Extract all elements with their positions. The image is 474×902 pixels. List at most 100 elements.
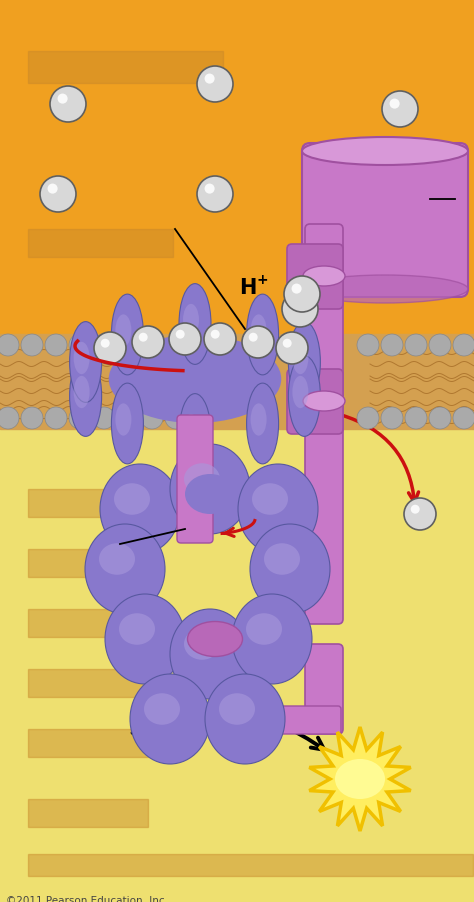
Circle shape (69, 408, 91, 429)
Ellipse shape (144, 694, 180, 725)
Ellipse shape (335, 759, 385, 799)
Circle shape (165, 408, 187, 429)
Circle shape (283, 339, 292, 348)
Circle shape (93, 335, 115, 356)
Circle shape (93, 408, 115, 429)
Ellipse shape (105, 594, 185, 685)
Ellipse shape (179, 284, 211, 365)
Ellipse shape (246, 613, 282, 645)
Circle shape (197, 177, 233, 213)
Circle shape (197, 67, 233, 103)
Circle shape (169, 324, 201, 355)
Circle shape (165, 335, 187, 356)
Ellipse shape (111, 383, 144, 465)
Circle shape (94, 333, 126, 364)
Ellipse shape (100, 465, 180, 555)
Ellipse shape (303, 267, 345, 287)
Ellipse shape (302, 138, 468, 166)
Circle shape (50, 87, 86, 123)
Circle shape (45, 408, 67, 429)
Text: +: + (256, 272, 268, 287)
Circle shape (204, 324, 236, 355)
Circle shape (100, 339, 109, 348)
Ellipse shape (73, 376, 90, 409)
Ellipse shape (115, 315, 131, 347)
Bar (28, 549, 148, 577)
Ellipse shape (170, 445, 250, 534)
Ellipse shape (70, 356, 101, 437)
Circle shape (141, 408, 163, 429)
Circle shape (141, 335, 163, 356)
Ellipse shape (219, 694, 255, 725)
Text: H: H (239, 278, 257, 298)
Circle shape (276, 333, 308, 364)
Ellipse shape (288, 322, 320, 403)
Ellipse shape (188, 621, 243, 657)
Bar (28, 610, 148, 638)
Ellipse shape (130, 675, 210, 764)
Ellipse shape (303, 391, 345, 411)
Ellipse shape (292, 376, 309, 409)
Circle shape (381, 335, 403, 356)
Text: ©2011 Pearson Education, Inc.: ©2011 Pearson Education, Inc. (6, 895, 168, 902)
Circle shape (292, 284, 301, 294)
Circle shape (381, 408, 403, 429)
FancyBboxPatch shape (305, 644, 343, 734)
Ellipse shape (251, 315, 266, 347)
Ellipse shape (183, 414, 199, 446)
Ellipse shape (114, 483, 150, 515)
Circle shape (21, 408, 43, 429)
Circle shape (390, 99, 400, 109)
Circle shape (211, 330, 219, 339)
Circle shape (282, 291, 318, 327)
Circle shape (284, 277, 320, 313)
Circle shape (139, 334, 148, 342)
Ellipse shape (252, 483, 288, 515)
Circle shape (205, 75, 215, 85)
Circle shape (45, 335, 67, 356)
Circle shape (357, 335, 379, 356)
Circle shape (405, 335, 427, 356)
Ellipse shape (184, 629, 220, 660)
Circle shape (40, 177, 76, 213)
Ellipse shape (185, 474, 235, 514)
Circle shape (405, 408, 427, 429)
FancyBboxPatch shape (287, 370, 343, 435)
Circle shape (382, 92, 418, 128)
Ellipse shape (238, 465, 318, 555)
Circle shape (429, 335, 451, 356)
Circle shape (47, 184, 58, 195)
Circle shape (453, 408, 474, 429)
Ellipse shape (119, 613, 155, 645)
Circle shape (132, 327, 164, 359)
Ellipse shape (111, 295, 144, 375)
Circle shape (69, 335, 91, 356)
Bar (28, 490, 148, 518)
Ellipse shape (251, 404, 266, 437)
Circle shape (453, 335, 474, 356)
Circle shape (117, 408, 139, 429)
FancyBboxPatch shape (177, 416, 213, 543)
Ellipse shape (73, 343, 90, 374)
Circle shape (290, 299, 300, 309)
Bar (0, 0, 474, 429)
Ellipse shape (205, 675, 285, 764)
Circle shape (404, 499, 436, 530)
Circle shape (117, 335, 139, 356)
Circle shape (357, 408, 379, 429)
Ellipse shape (302, 276, 468, 304)
Circle shape (21, 335, 43, 356)
Ellipse shape (70, 322, 101, 403)
Ellipse shape (264, 544, 300, 575)
Bar (28, 854, 473, 876)
Ellipse shape (292, 343, 309, 374)
Bar (0, 429, 474, 902)
Circle shape (205, 184, 215, 195)
Ellipse shape (288, 356, 320, 437)
Bar (330, 225, 460, 253)
Circle shape (242, 327, 274, 359)
Ellipse shape (85, 524, 165, 614)
Circle shape (57, 95, 68, 105)
Circle shape (410, 505, 419, 514)
Circle shape (429, 408, 451, 429)
